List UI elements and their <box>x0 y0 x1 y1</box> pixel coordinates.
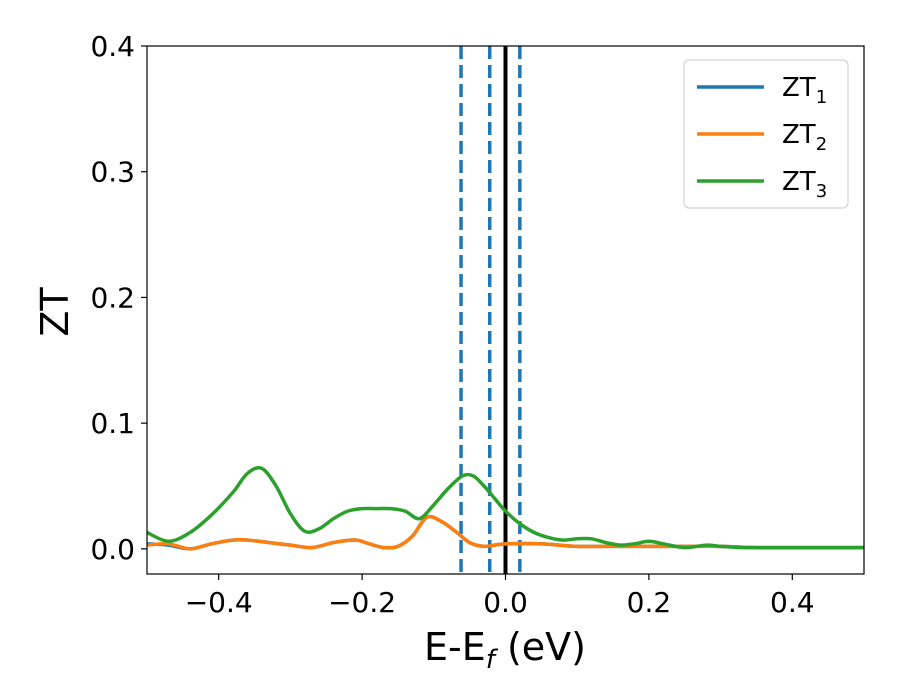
legend: ZT1 ZT2 ZT3 <box>683 59 849 209</box>
x-tick-label: 0.4 <box>770 586 815 619</box>
x-axis-ticks: −0.4 −0.2 0.0 0.2 0.4 <box>185 574 815 619</box>
legend-box <box>683 59 849 209</box>
legend-label: ZT1 <box>782 73 827 108</box>
y-tick-label: 0.0 <box>90 533 135 566</box>
x-tick-label: −0.2 <box>328 586 396 619</box>
y-tick-label: 0.3 <box>90 156 135 189</box>
legend-label: ZT2 <box>782 120 827 155</box>
x-tick-label: 0.0 <box>483 586 528 619</box>
x-tick-label: 0.2 <box>627 586 672 619</box>
x-axis-title: E-Ef (eV) <box>424 625 586 675</box>
x-tick-label: −0.4 <box>185 586 253 619</box>
series-lines <box>147 465 864 551</box>
series-line-3 <box>147 465 864 550</box>
legend-label: ZT3 <box>782 167 827 202</box>
y-axis-title: ZT <box>33 287 77 337</box>
y-tick-label: 0.2 <box>90 281 135 314</box>
reference-lines <box>459 46 522 574</box>
y-axis-ticks: 0.0 0.1 0.2 0.3 0.4 <box>90 30 147 566</box>
y-tick-label: 0.4 <box>90 30 135 63</box>
y-tick-label: 0.1 <box>90 407 135 440</box>
